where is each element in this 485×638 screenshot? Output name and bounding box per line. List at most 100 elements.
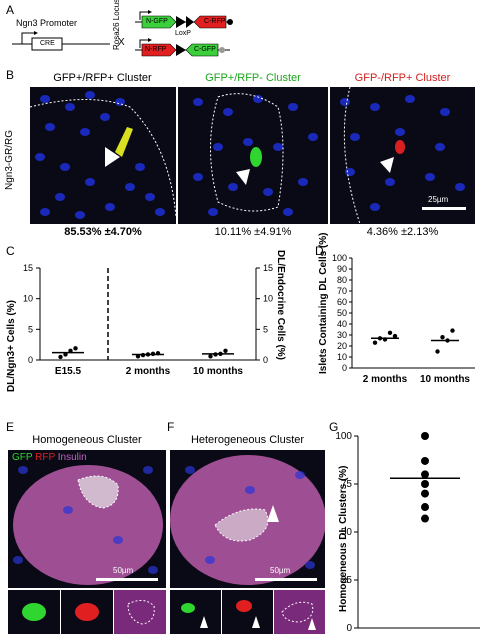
n-gfp-block [141, 15, 177, 29]
inset-e-gfp [8, 590, 60, 634]
arrowhead-marker [105, 147, 120, 167]
chart-d-tick-label: 0 [342, 363, 347, 373]
chart-g-ylabel: Homogeneous DL Clusters (%) [338, 465, 349, 613]
chart-d-point [377, 336, 383, 341]
panel-label-g: G [329, 420, 339, 434]
panel-label-f: F [167, 420, 175, 434]
chart-g-point [421, 514, 429, 523]
chart-c-x-label: E15.5 [55, 366, 82, 377]
loxp-triangle [186, 16, 194, 28]
chart-d-tick-label: 90 [337, 264, 347, 274]
chart-d-point [440, 335, 445, 340]
percent-gfp-only: 10.11% ±4.91% [214, 226, 292, 238]
chart-d-point [435, 349, 440, 354]
genetic-schematic [12, 10, 233, 57]
c-rfp-label: C-RFP [204, 18, 226, 25]
chart-g-tick-label: 50 [341, 527, 353, 538]
chart-c-tick-label-right: 5 [263, 324, 268, 334]
chart-c-point [73, 346, 78, 351]
chart-d-tick-label: 30 [337, 330, 347, 340]
chart-g-tick-label: 100 [335, 431, 352, 442]
stain-legend: GFP RFP Insulin [12, 452, 87, 463]
chart-c-point [223, 348, 228, 353]
chart-g-point [421, 489, 429, 498]
micrograph-heterogeneous: 50µm [170, 450, 325, 588]
scale-bar-b [422, 207, 466, 210]
promoter-label: Ngn3 Promoter [16, 18, 78, 28]
cluster-title-1: GFP+/RFP+ Cluster [53, 72, 152, 84]
chart-c-tick-label: 10 [23, 294, 33, 304]
chart-c-point [155, 351, 161, 356]
chart-c-ylabel-right: DL/Endocrine Cells (%) [275, 250, 286, 361]
chart-d-point [445, 338, 450, 343]
cluster-title-3: GFP-/RFP+ Cluster [354, 72, 451, 84]
chart-c-point [213, 352, 218, 357]
rosa26-label: Rosa26 Locus [112, 0, 121, 50]
chart-c-point [63, 352, 68, 357]
legend-rfp: RFP [35, 452, 55, 463]
legend-insulin: Insulin [57, 452, 87, 463]
chart-d-tick-label: 40 [337, 319, 347, 329]
micrograph-gfp-only [178, 87, 328, 224]
chart-c-tick-label-right: 10 [263, 294, 273, 304]
panel-label-b: B [6, 68, 15, 82]
inset-f-insulin [274, 590, 325, 634]
chart-c-point [150, 351, 156, 357]
panel-label-c: C [6, 244, 15, 258]
chart-c: 0 0 5 5 10 10 15 15 E15.5 2 months 10 months [23, 263, 273, 377]
chart-c-tick-label-right: 15 [263, 263, 273, 273]
inset-e-insulin [114, 590, 166, 634]
chart-c-point [68, 348, 73, 353]
chart-c-point [208, 354, 213, 359]
chart-c-point [135, 354, 141, 359]
c-rfp-block [193, 15, 227, 29]
chart-g-tick-label: 25 [341, 575, 353, 586]
loxp-triangle [176, 16, 186, 28]
scale-label-b: 25µm [428, 195, 449, 204]
chart-c-ylabel: DL/Ngn3+ Cells (%) [6, 300, 17, 392]
chart-g-tick-label: 75 [341, 479, 353, 490]
panel-label-e: E [6, 420, 15, 434]
scale-bar-e [96, 578, 158, 581]
n-rfp-block [141, 43, 177, 57]
micrograph-rfp-only: 25µm [330, 87, 475, 224]
chart-c-x-label: 10 months [193, 366, 243, 377]
panel-label-a: A [6, 3, 15, 17]
percent-rfp-only: 4.36% ±2.13% [366, 226, 439, 238]
chart-c-point [145, 352, 151, 357]
chart-d-ylabel: Islets Containing DL Cells (%) [318, 232, 329, 375]
chart-g-point [421, 470, 429, 479]
chart-c-tick-label-right: 0 [263, 355, 268, 365]
cluster-title-2: GFP+/RFP- Cluster [205, 72, 301, 84]
chart-c-point [218, 351, 223, 357]
chart-g-point [421, 456, 429, 465]
chart-d-point [387, 330, 393, 335]
chart-g-point [421, 503, 429, 512]
scale-bar-f [255, 578, 317, 581]
chart-g-point [421, 432, 429, 440]
chart-d-point [450, 328, 455, 333]
chart-c-tick-label: 5 [28, 324, 33, 334]
panel-f-title: Heterogeneous Cluster [190, 434, 305, 446]
c-gfp-block [185, 43, 219, 57]
chart-d-tick-label: 60 [337, 297, 347, 307]
inset-f-rfp [222, 590, 273, 634]
panel-label-d: D [315, 244, 324, 258]
chart-d-tick-label: 50 [337, 308, 347, 318]
legend-gfp: GFP [12, 452, 33, 463]
chart-d-point [372, 340, 378, 345]
cross-label: X [118, 37, 125, 48]
chart-d-tick-label: 70 [337, 286, 347, 296]
panel-b-ylabel: Ngn3-GR/RG [4, 129, 15, 190]
promoter-arrow [21, 32, 36, 44]
chart-c-tick-label: 15 [23, 263, 33, 273]
chart-d-point [382, 337, 388, 342]
cre-box [31, 37, 63, 51]
micrograph-gfp-rfp [30, 87, 176, 224]
chart-g-point [421, 480, 429, 488]
chart-c-x-label: 2 months [126, 366, 171, 377]
chart-d-tick-label: 20 [337, 341, 347, 351]
chart-d-x-label: 10 months [420, 374, 470, 385]
chart-d-tick-label: 10 [337, 352, 347, 362]
